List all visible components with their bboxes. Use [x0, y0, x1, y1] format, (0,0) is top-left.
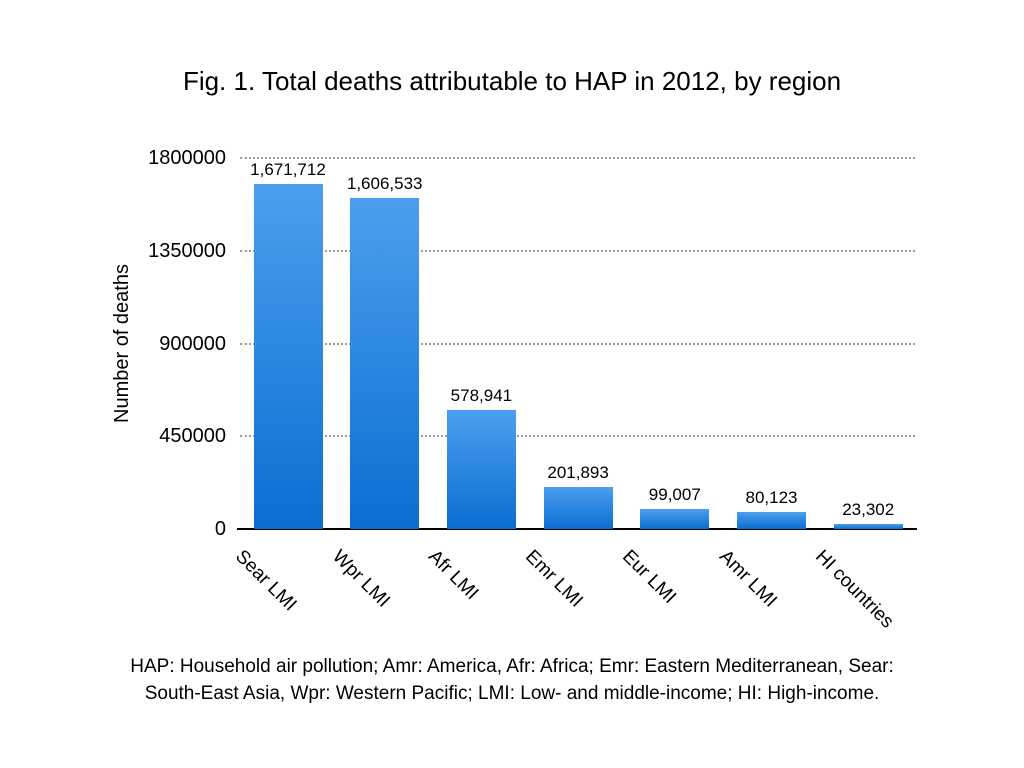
bar [833, 524, 903, 529]
bar [737, 512, 806, 529]
bar-value-label: 201,893 [547, 463, 609, 483]
bar-value-label: 99,007 [648, 484, 701, 504]
y-tick-label: 0 [214, 518, 226, 540]
bar [640, 508, 710, 529]
bar-value-label: 23,302 [842, 500, 895, 520]
bar [543, 487, 613, 529]
x-tick-label: Wpr LMI [327, 546, 394, 612]
x-tick-label: Sear LMI [231, 546, 301, 616]
bar-value-label: 578,941 [450, 385, 513, 405]
x-tick-label: Eur LMI [617, 546, 680, 608]
chart-title: Fig. 1. Total deaths attributable to HAP… [182, 66, 842, 96]
y-tick-label: 1800000 [148, 147, 226, 169]
gridline [240, 342, 915, 345]
x-tick-label: Emr LMI [521, 546, 587, 612]
y-tick-label: 450000 [159, 425, 226, 448]
bar-value-label: 80,123 [745, 488, 798, 508]
gridline [240, 249, 915, 252]
gridline [240, 435, 915, 438]
y-tick-label: 900000 [159, 332, 226, 355]
gridline [240, 157, 915, 159]
bar [253, 184, 323, 529]
x-tick-label: Afr LMI [424, 546, 483, 605]
y-tick-label: 1350000 [148, 239, 226, 262]
footnote-line-2: South-East Asia, Wpr: Western Pacific; L… [144, 683, 880, 704]
bar [446, 409, 516, 529]
x-tick-label: HI countries [811, 546, 898, 633]
x-axis-line [237, 528, 917, 530]
x-tick-label: Amr LMI [714, 546, 781, 612]
bar-value-label: 1,606,533 [346, 173, 423, 193]
footnote: HAP: Household air pollution; Amr: Ameri… [0, 653, 1024, 707]
bar [350, 197, 420, 529]
bar-value-label: 1,671,712 [250, 160, 326, 180]
footnote-line-1: HAP: Household air pollution; Amr: Ameri… [130, 656, 894, 677]
